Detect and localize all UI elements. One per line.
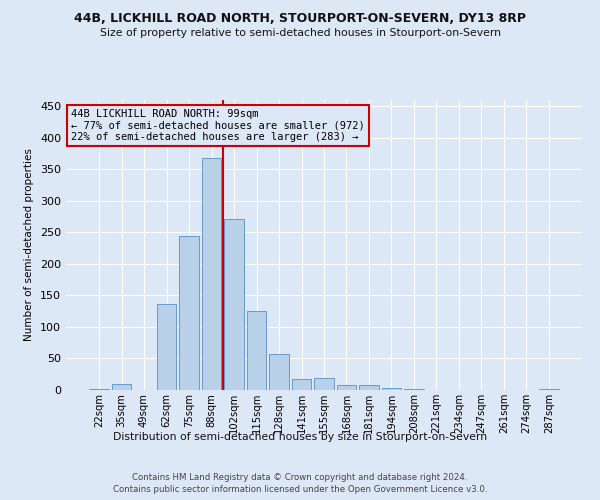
- Text: Size of property relative to semi-detached houses in Stourport-on-Severn: Size of property relative to semi-detach…: [100, 28, 500, 38]
- Bar: [382, 388, 401, 390]
- Y-axis label: Number of semi-detached properties: Number of semi-detached properties: [25, 148, 34, 342]
- Text: Contains public sector information licensed under the Open Government Licence v3: Contains public sector information licen…: [113, 485, 487, 494]
- Text: Distribution of semi-detached houses by size in Stourport-on-Severn: Distribution of semi-detached houses by …: [113, 432, 487, 442]
- Bar: [112, 384, 131, 390]
- Bar: [224, 219, 244, 390]
- Text: 44B LICKHILL ROAD NORTH: 99sqm
← 77% of semi-detached houses are smaller (972)
2: 44B LICKHILL ROAD NORTH: 99sqm ← 77% of …: [71, 108, 365, 142]
- Text: Contains HM Land Registry data © Crown copyright and database right 2024.: Contains HM Land Registry data © Crown c…: [132, 472, 468, 482]
- Bar: [202, 158, 221, 390]
- Bar: [269, 354, 289, 390]
- Bar: [179, 236, 199, 390]
- Bar: [247, 311, 266, 390]
- Bar: [359, 385, 379, 390]
- Bar: [337, 385, 356, 390]
- Bar: [292, 378, 311, 390]
- Text: 44B, LICKHILL ROAD NORTH, STOURPORT-ON-SEVERN, DY13 8RP: 44B, LICKHILL ROAD NORTH, STOURPORT-ON-S…: [74, 12, 526, 26]
- Bar: [314, 378, 334, 390]
- Bar: [89, 388, 109, 390]
- Bar: [157, 304, 176, 390]
